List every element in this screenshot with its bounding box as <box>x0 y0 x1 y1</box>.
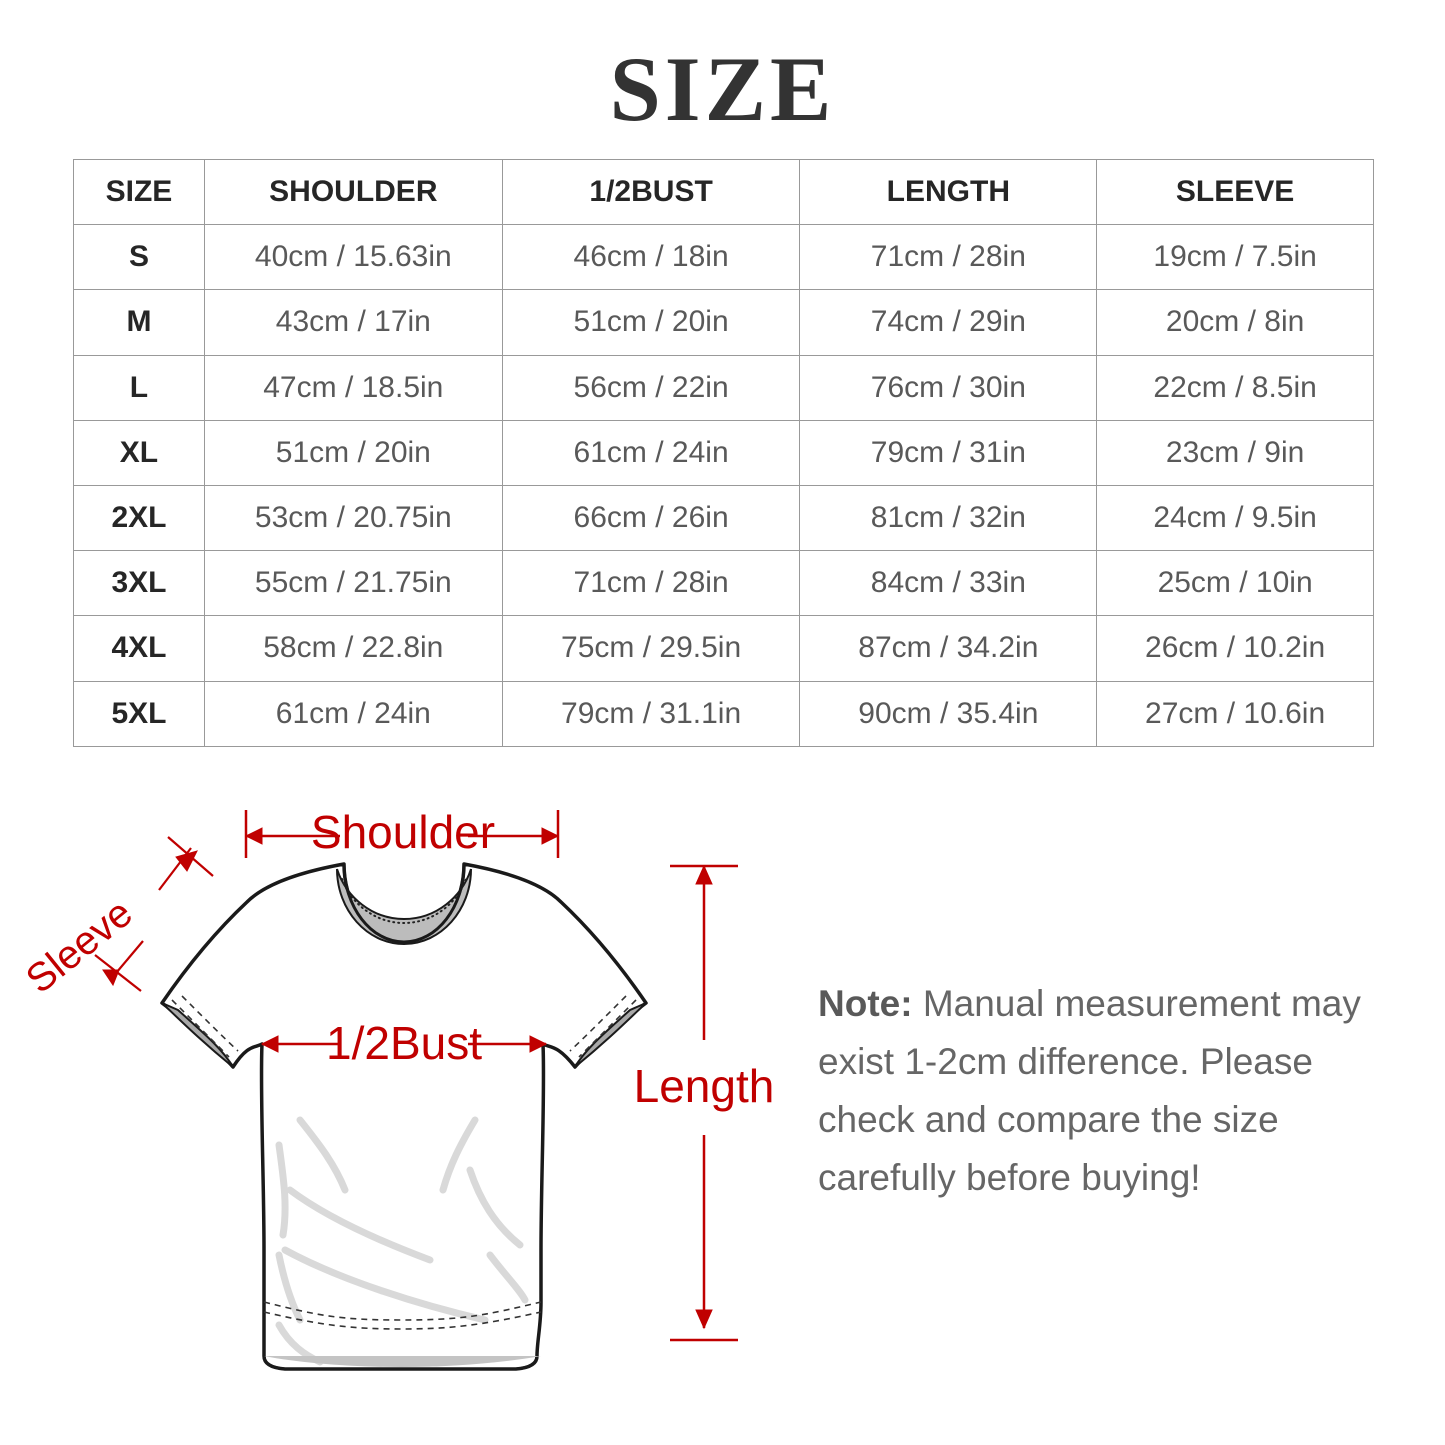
svg-text:Shoulder: Shoulder <box>311 806 495 858</box>
svg-text:Sleeve: Sleeve <box>18 891 141 1002</box>
svg-text:1/2Bust: 1/2Bust <box>326 1017 482 1069</box>
svg-text:Length: Length <box>634 1060 775 1112</box>
